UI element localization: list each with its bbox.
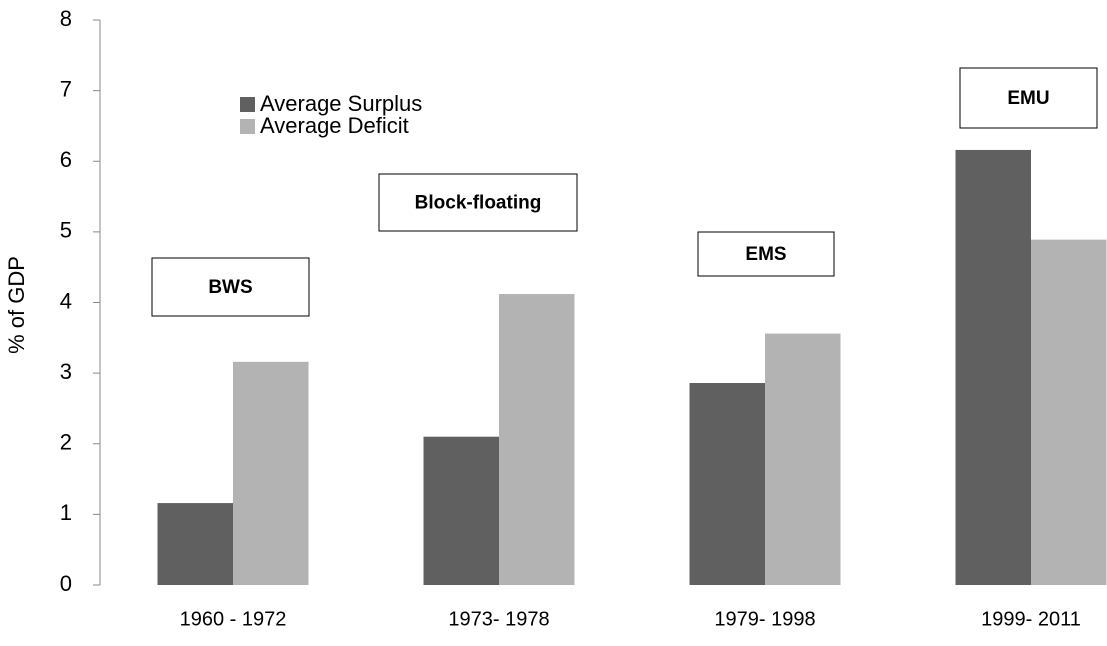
- annotation: EMU: [1007, 88, 1049, 109]
- bar: [423, 436, 499, 585]
- legend-swatch: [240, 97, 255, 112]
- bar: [157, 503, 233, 585]
- x-tick-label: 1960 - 1972: [180, 608, 287, 630]
- y-tick-label: 3: [60, 359, 72, 384]
- bar: [1031, 239, 1107, 586]
- y-tick-label: 7: [60, 76, 72, 101]
- annotation: BWS: [208, 277, 252, 298]
- y-axis-label: % of GDP: [4, 256, 29, 354]
- bar: [689, 383, 765, 585]
- y-tick-label: 0: [60, 571, 72, 596]
- legend-label: Average Deficit: [260, 113, 409, 138]
- annotation-box: [378, 173, 578, 232]
- y-tick-label: 6: [60, 147, 72, 172]
- annotation: Block-floating: [415, 193, 542, 214]
- y-tick-label: 8: [60, 6, 72, 31]
- y-tick-label: 2: [60, 430, 72, 455]
- x-tick-label: 1979- 1998: [714, 608, 815, 630]
- y-tick-label: 5: [60, 218, 72, 243]
- y-tick-label: 1: [60, 500, 72, 525]
- annotation-box: [697, 231, 835, 277]
- bar: [499, 294, 575, 585]
- bar: [765, 333, 841, 585]
- bar: [955, 149, 1031, 585]
- annotation: EMS: [745, 244, 786, 265]
- legend-swatch: [240, 119, 255, 134]
- y-tick-label: 4: [60, 288, 72, 313]
- bar: [233, 361, 309, 585]
- x-tick-label: 1973- 1978: [448, 608, 549, 630]
- annotation-box: [151, 257, 310, 317]
- legend-label: Average Surplus: [260, 91, 422, 116]
- x-tick-label: 1999- 2011: [981, 608, 1081, 630]
- annotation-box: [959, 67, 1098, 129]
